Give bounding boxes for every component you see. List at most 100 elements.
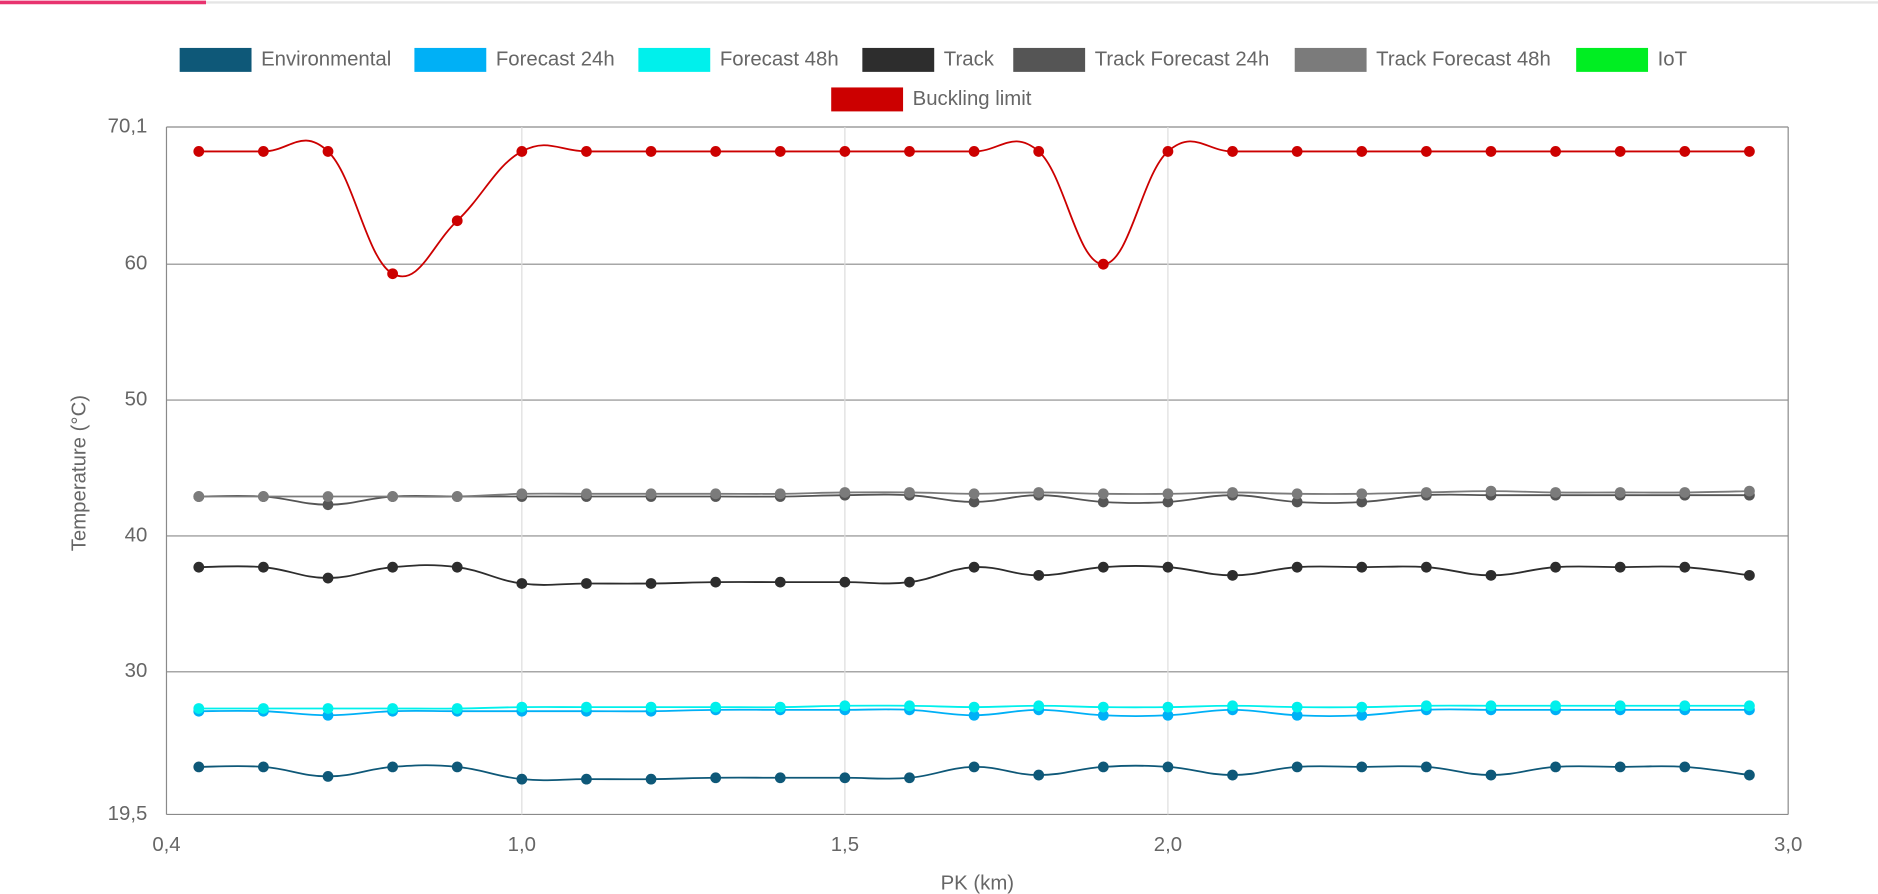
data-point — [193, 146, 205, 157]
x-tick-label: 1,5 — [831, 834, 859, 856]
data-point — [1162, 761, 1174, 773]
data-point — [258, 703, 269, 714]
legend-label: Forecast 48h — [720, 48, 839, 70]
data-point — [1356, 761, 1368, 773]
data-point — [1356, 496, 1368, 508]
data-point — [1679, 700, 1691, 712]
data-point — [968, 709, 980, 721]
data-point — [516, 578, 528, 589]
data-point — [1679, 561, 1691, 573]
data-point — [968, 496, 980, 508]
y-tick-label: 30 — [125, 660, 148, 682]
x-axis-title: PK (km) — [941, 872, 1015, 894]
data-point — [516, 146, 528, 157]
data-point — [258, 491, 269, 502]
y-tick-label: 60 — [125, 253, 148, 275]
data-point — [1744, 146, 1755, 157]
data-point — [904, 576, 915, 588]
data-point — [1097, 488, 1109, 500]
data-point — [1614, 487, 1626, 498]
data-point — [839, 772, 851, 784]
legend-swatch — [1294, 47, 1367, 72]
data-point — [904, 772, 915, 784]
data-point — [322, 572, 334, 584]
data-point — [1162, 701, 1174, 713]
data-point — [645, 701, 657, 713]
data-point — [193, 761, 205, 773]
data-point — [451, 215, 463, 227]
data-point — [1744, 700, 1755, 712]
data-point — [1550, 761, 1561, 773]
data-point — [774, 772, 786, 784]
data-point — [968, 146, 980, 157]
data-point — [645, 488, 657, 500]
data-point — [322, 771, 334, 782]
data-point — [1291, 761, 1303, 773]
data-point — [581, 578, 592, 589]
data-point — [710, 488, 722, 500]
data-point — [904, 700, 915, 712]
data-point — [1420, 487, 1432, 498]
data-point — [968, 701, 980, 713]
data-point — [581, 488, 592, 500]
data-point — [710, 772, 722, 784]
data-point — [1291, 561, 1303, 573]
x-tick-label: 3,0 — [1774, 834, 1802, 856]
data-point — [1744, 769, 1755, 781]
data-point — [645, 146, 657, 157]
legend-swatch — [1013, 47, 1086, 72]
data-point — [1485, 485, 1497, 497]
data-point — [1291, 701, 1303, 713]
legend-swatch — [414, 47, 487, 72]
data-point — [1679, 761, 1691, 773]
data-point — [1291, 709, 1303, 721]
legend-label: Track — [944, 48, 995, 70]
data-point — [774, 488, 786, 500]
data-point — [451, 561, 463, 573]
data-point — [1356, 709, 1368, 721]
x-tick-label: 1,0 — [508, 834, 536, 856]
data-point — [1485, 569, 1497, 581]
data-point — [1420, 561, 1432, 573]
legend-label: Track Forecast 48h — [1376, 48, 1551, 70]
legend-label: Track Forecast 24h — [1095, 48, 1270, 70]
data-point — [839, 487, 851, 498]
data-point — [1227, 769, 1238, 781]
data-point — [1485, 769, 1497, 781]
legend-swatch — [1576, 47, 1649, 72]
data-point — [968, 561, 980, 573]
y-tick-label: 50 — [125, 388, 148, 410]
data-point — [774, 701, 786, 713]
data-point — [1162, 561, 1174, 573]
data-point — [1356, 488, 1368, 500]
data-point — [839, 700, 851, 712]
series-line — [198, 139, 1750, 278]
data-point — [1744, 569, 1755, 581]
data-point — [581, 701, 592, 713]
data-point — [774, 576, 786, 588]
data-point — [1097, 701, 1109, 713]
data-point — [1033, 769, 1045, 781]
data-point — [258, 561, 269, 573]
data-point — [968, 488, 980, 500]
data-point — [1033, 700, 1045, 712]
legend-label: IoT — [1658, 48, 1687, 70]
legend-label: Environmental — [261, 48, 391, 70]
data-point — [1162, 488, 1174, 500]
data-point — [1162, 496, 1174, 508]
data-point — [1097, 761, 1109, 773]
data-point — [258, 146, 269, 157]
data-point — [1227, 487, 1238, 498]
data-point — [1420, 146, 1432, 157]
data-point — [1227, 146, 1238, 157]
data-point — [968, 761, 980, 773]
data-point — [1679, 146, 1691, 157]
data-point — [710, 146, 722, 157]
data-point — [774, 146, 786, 157]
data-point — [1485, 700, 1497, 712]
data-point — [1356, 561, 1368, 573]
data-point — [1485, 146, 1497, 157]
data-point — [1356, 701, 1368, 713]
data-point — [1033, 487, 1045, 498]
data-point — [387, 761, 399, 773]
